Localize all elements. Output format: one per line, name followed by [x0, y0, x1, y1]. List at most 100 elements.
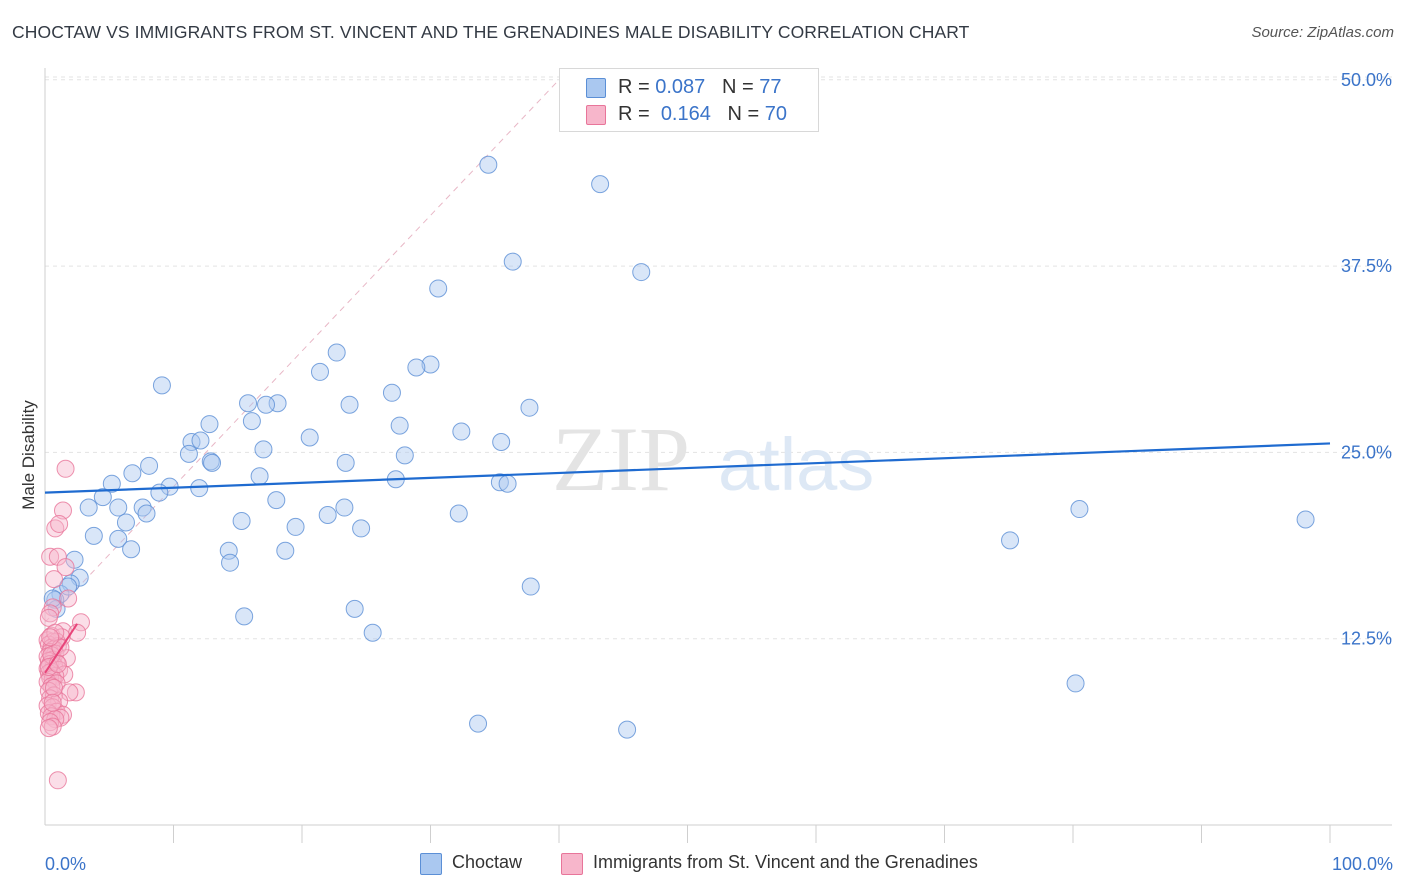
data-point-choctaw	[200, 415, 219, 434]
data-point-choctaw	[137, 504, 156, 523]
source-label: Source: ZipAtlas.com	[1251, 24, 1394, 41]
watermark-zip: ZIP	[552, 408, 690, 510]
legend-n-label: N =	[727, 103, 760, 125]
data-point-choctaw	[268, 394, 287, 413]
data-point-choctaw	[521, 577, 540, 596]
data-point-choctaw	[254, 440, 273, 459]
data-point-choctaw	[318, 506, 337, 524]
correlation-legend: R = 0.087 N = 77 R = 0.164 N = 70	[559, 68, 819, 132]
data-point-choctaw	[79, 498, 98, 517]
data-point-choctaw	[382, 383, 401, 402]
data-point-choctaw	[109, 529, 128, 548]
data-point-choctaw	[618, 720, 637, 739]
data-point-choctaw	[340, 395, 359, 414]
data-point-immigrants	[39, 719, 58, 738]
data-point-immigrants	[44, 678, 63, 697]
data-point-choctaw	[1296, 510, 1315, 529]
data-point-choctaw	[479, 155, 498, 174]
data-point-choctaw	[239, 394, 258, 413]
x-tick-label: 0.0%	[45, 854, 86, 874]
data-point-choctaw	[276, 541, 295, 560]
data-point-choctaw	[1066, 674, 1085, 693]
data-point-choctaw	[300, 428, 319, 447]
data-point-immigrants	[56, 558, 75, 577]
data-point-choctaw	[242, 412, 261, 431]
data-point-choctaw	[201, 452, 220, 471]
data-point-choctaw	[395, 446, 414, 465]
y-tick-label: 50.0%	[1341, 70, 1392, 90]
data-point-immigrants	[44, 570, 63, 589]
data-point-choctaw	[150, 483, 169, 502]
data-point-immigrants	[41, 628, 60, 647]
data-point-choctaw	[363, 623, 382, 642]
legend-r-value: 0.164	[660, 103, 711, 125]
data-point-immigrants	[59, 589, 78, 608]
data-point-choctaw	[257, 395, 276, 414]
y-tick-label: 37.5%	[1341, 256, 1392, 276]
y-tick-label: 12.5%	[1341, 629, 1392, 649]
legend-swatch-blue	[420, 853, 442, 875]
data-point-choctaw	[221, 553, 240, 572]
data-point-immigrants	[71, 613, 90, 632]
data-point-choctaw	[190, 479, 209, 498]
data-point-choctaw	[310, 362, 329, 381]
data-point-choctaw	[490, 473, 509, 492]
data-point-immigrants	[66, 683, 85, 702]
data-point-choctaw	[93, 488, 112, 507]
data-point-choctaw	[632, 263, 651, 282]
data-point-choctaw	[421, 355, 440, 374]
legend-r-label: R =	[618, 103, 650, 125]
data-point-choctaw	[109, 498, 128, 517]
legend-swatch-blue	[586, 78, 606, 98]
data-point-choctaw	[520, 398, 539, 417]
legend-n-value: 77	[759, 76, 782, 98]
data-point-immigrants	[48, 547, 67, 566]
data-point-choctaw	[179, 444, 198, 463]
data-point-immigrants	[53, 501, 72, 520]
data-point-immigrants	[56, 459, 75, 478]
data-point-immigrants	[41, 547, 60, 566]
data-point-choctaw	[469, 714, 488, 733]
data-point-choctaw	[84, 526, 103, 545]
data-point-immigrants	[48, 771, 67, 790]
trend-line-immigrants	[44, 623, 78, 674]
y-axis-label: Male Disability	[19, 400, 38, 510]
data-point-choctaw	[336, 453, 355, 472]
data-point-choctaw	[123, 464, 142, 483]
data-point-choctaw	[1070, 500, 1089, 519]
legend-n-value: 70	[764, 103, 788, 125]
data-point-choctaw	[452, 422, 471, 441]
legend-n-label: N =	[721, 76, 754, 98]
data-point-choctaw	[327, 343, 346, 362]
data-point-immigrants	[43, 693, 62, 712]
data-point-choctaw	[232, 511, 251, 530]
data-point-choctaw	[250, 467, 269, 486]
legend-r-label: R =	[618, 76, 650, 98]
data-point-choctaw	[191, 431, 210, 450]
legend-label-choctaw: Choctaw	[452, 852, 523, 872]
data-point-choctaw	[390, 416, 409, 435]
data-point-choctaw	[591, 175, 610, 194]
y-tick-label: 25.0%	[1341, 442, 1392, 462]
reference-line	[44, 79, 560, 623]
data-point-choctaw	[449, 504, 468, 523]
trend-line-choctaw	[44, 442, 1331, 494]
legend-r-value: 0.087	[655, 76, 706, 98]
data-point-choctaw	[182, 432, 201, 451]
chart-title: CHOCTAW VS IMMIGRANTS FROM ST. VINCENT A…	[12, 22, 970, 42]
legend-swatch-pink	[561, 853, 583, 875]
x-tick-label: 100.0%	[1332, 854, 1393, 874]
data-point-choctaw	[116, 513, 135, 532]
data-point-choctaw	[335, 498, 354, 517]
data-point-choctaw	[492, 432, 511, 451]
data-point-choctaw	[503, 252, 522, 271]
data-point-choctaw	[203, 453, 222, 472]
data-point-choctaw	[267, 491, 286, 510]
data-point-choctaw	[235, 607, 254, 626]
data-point-choctaw	[1001, 531, 1020, 550]
data-point-choctaw	[122, 540, 141, 559]
data-point-immigrants	[50, 514, 69, 533]
data-point-immigrants	[39, 608, 58, 627]
data-point-choctaw	[102, 474, 121, 493]
